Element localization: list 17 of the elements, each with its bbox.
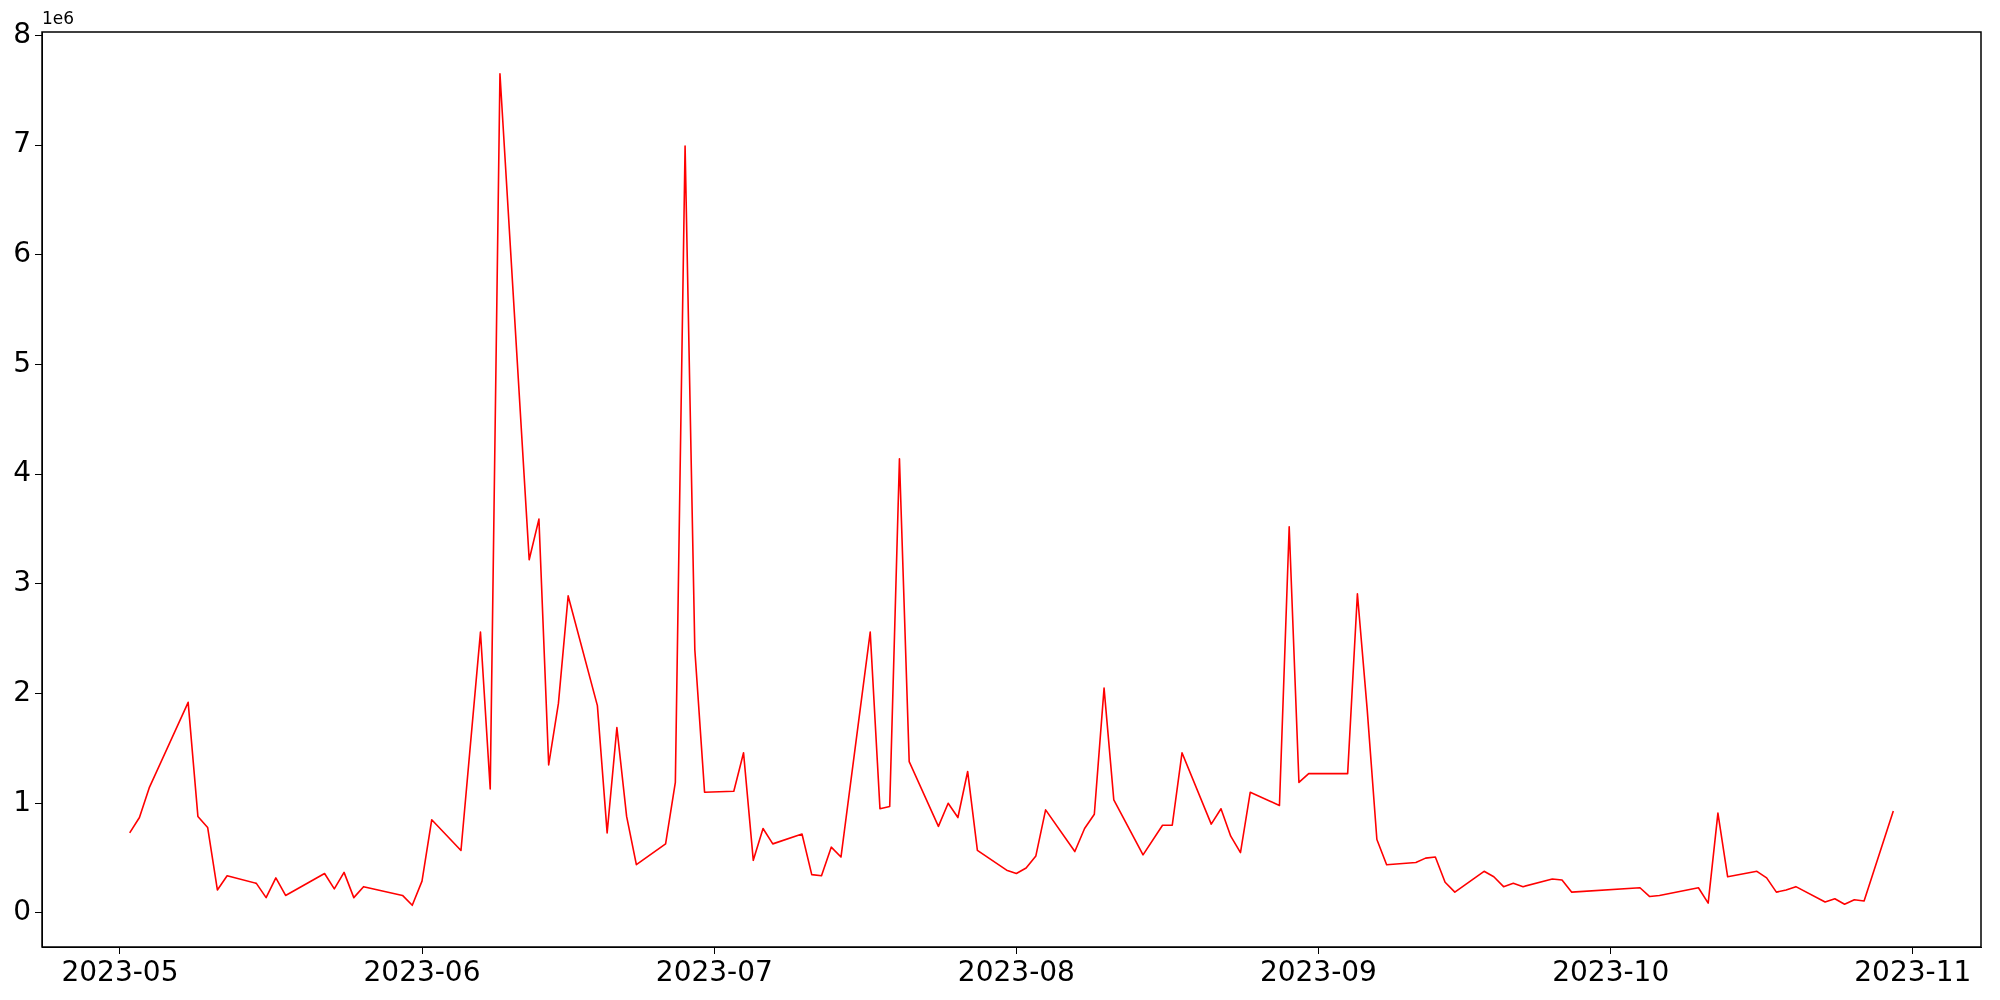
y-tick-label: 2 [13, 674, 31, 708]
y-tick-label: 0 [13, 894, 31, 928]
x-tick-label: 2023-05 [61, 955, 179, 989]
x-tick-label: 2023-07 [655, 955, 773, 989]
text: 1e6 [42, 7, 75, 28]
x-tick-label: 2023-09 [1259, 955, 1377, 989]
x-tick-label: 2023-08 [957, 955, 1075, 989]
y-tick-label: 4 [13, 455, 31, 489]
y-tick-label: 6 [13, 236, 31, 269]
y-tick-label: 5 [13, 345, 31, 379]
y-tick-label: 7 [13, 126, 31, 160]
y-tick-label: 8 [13, 16, 31, 50]
y-tick-label: 1 [13, 784, 31, 818]
y-tick-label: 3 [13, 565, 31, 599]
x-tick-label: 2023-06 [363, 955, 481, 989]
x-tick-label: 2023-10 [1552, 955, 1670, 989]
x-tick-label: 2023-11 [1854, 955, 1972, 989]
